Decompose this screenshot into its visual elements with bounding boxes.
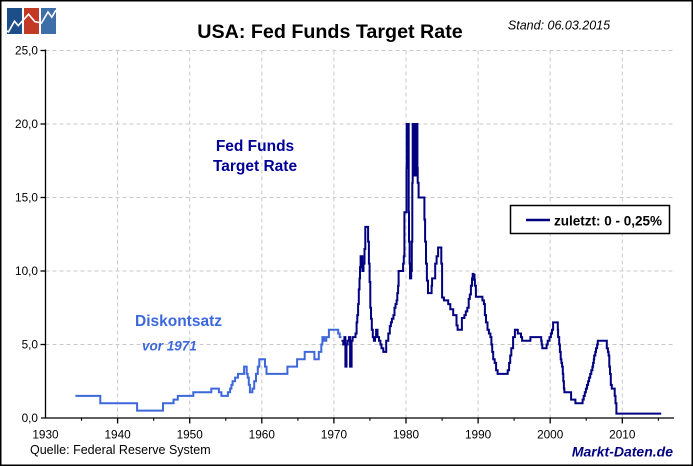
svg-text:vor 1971: vor 1971 [142,339,197,354]
svg-text:1930: 1930 [32,428,59,442]
svg-text:15,0: 15,0 [15,191,38,205]
svg-text:zuletzt: 0 - 0,25%: zuletzt: 0 - 0,25% [554,214,662,229]
svg-text:2010: 2010 [609,428,636,442]
svg-text:20,0: 20,0 [15,117,38,131]
svg-text:0,0: 0,0 [22,411,39,425]
svg-text:1950: 1950 [177,428,204,442]
svg-text:1970: 1970 [321,428,348,442]
svg-text:1980: 1980 [393,428,420,442]
svg-text:Markt-Daten.de: Markt-Daten.de [572,444,673,460]
svg-text:2000: 2000 [537,428,564,442]
svg-text:1990: 1990 [465,428,492,442]
svg-text:USA: Fed Funds Target Rate: USA: Fed Funds Target Rate [197,21,462,43]
svg-text:Quelle: Federal Reserve System: Quelle: Federal Reserve System [30,443,211,457]
svg-text:1960: 1960 [249,428,276,442]
svg-text:5,0: 5,0 [22,338,39,352]
svg-text:Target Rate: Target Rate [213,158,298,175]
svg-text:Diskontsatz: Diskontsatz [135,313,222,330]
svg-text:10,0: 10,0 [15,264,38,278]
svg-text:25,0: 25,0 [15,44,38,58]
svg-text:1940: 1940 [104,428,131,442]
svg-text:Fed Funds: Fed Funds [216,138,294,155]
svg-text:Stand: 06.03.2015: Stand: 06.03.2015 [508,18,610,32]
